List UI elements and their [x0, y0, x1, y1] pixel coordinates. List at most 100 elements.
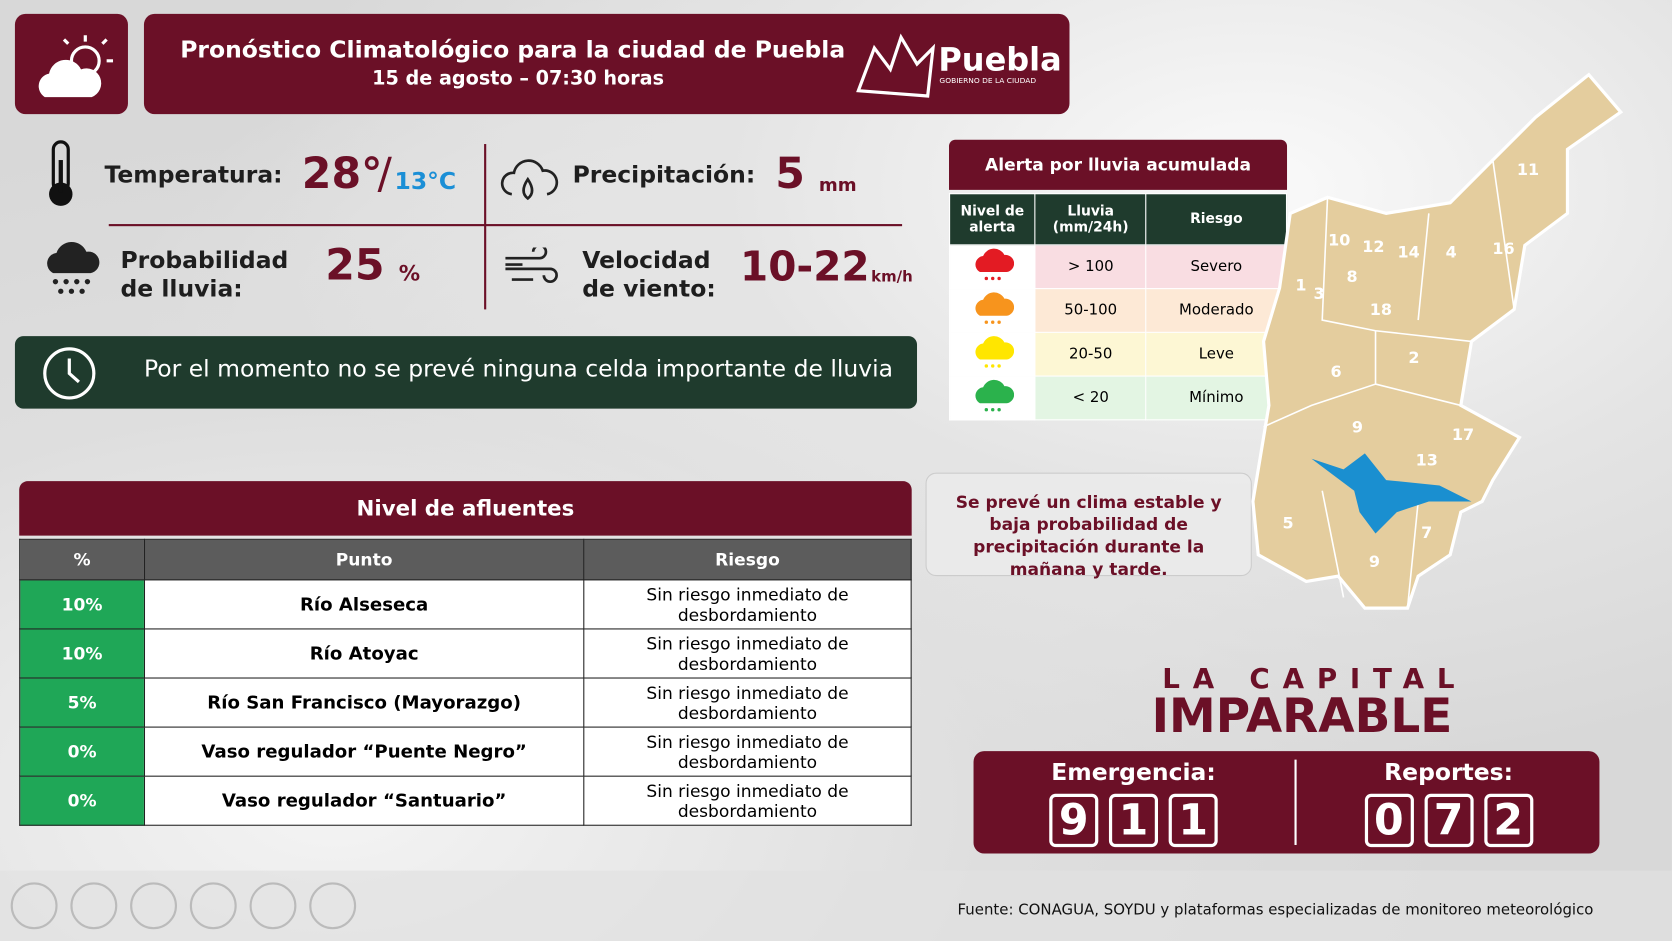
afluentes-table: % Punto Riesgo 10% Río Alseseca Sin riesgo in…	[19, 538, 912, 826]
wind-value: 10-22	[740, 243, 870, 291]
wind-label-2: de viento:	[582, 276, 716, 303]
wind-label-1: Velocidad	[582, 247, 711, 275]
digit: 9	[1049, 793, 1099, 848]
reports-label: Reportes:	[1384, 759, 1514, 787]
digit: 0	[1364, 793, 1414, 848]
afluente-cell: 0%	[19, 726, 145, 777]
weather-icon-box	[14, 13, 128, 115]
map-label: 1	[1295, 275, 1306, 294]
afluente-cell: Sin riesgo inmediato de desbordamiento	[583, 628, 912, 679]
afluente-cell: 5%	[19, 677, 145, 728]
alert-icon-cell	[949, 331, 1036, 377]
map-label: 4	[1446, 242, 1457, 261]
temp-max: 28°	[301, 149, 383, 199]
prob-label-1: Probabilidad	[120, 247, 289, 275]
prev-button[interactable]	[10, 882, 58, 930]
alert-row: < 20 Mínimo	[949, 375, 1288, 421]
prob-label: Probabilidad de lluvia:	[120, 246, 288, 304]
map-label: 16	[1492, 239, 1514, 258]
next-button[interactable]	[70, 882, 118, 930]
alert-cell: 20-50	[1034, 331, 1147, 377]
brand-line-1: LA CAPITAL	[1162, 663, 1468, 696]
afluente-cell: Sin riesgo inmediato de desbordamiento	[583, 775, 912, 826]
alert-cell: < 20	[1034, 375, 1147, 421]
afluente-cell: 10%	[19, 579, 145, 630]
afluente-cell: Sin riesgo inmediato de desbordamiento	[583, 677, 912, 728]
header-row: Nivel de alerta Lluvia (mm/24h) Riesgo	[949, 193, 1288, 246]
alert-title: Alerta por lluvia acumulada	[949, 139, 1288, 190]
afluente-cell: 10%	[19, 628, 145, 679]
map-label: 2	[1408, 348, 1419, 367]
cloud-icon	[975, 248, 1014, 281]
cloud-icon	[975, 379, 1014, 412]
header-cell: Riesgo	[583, 538, 912, 581]
divider	[1294, 759, 1297, 845]
digit: 7	[1424, 793, 1474, 848]
emergency-label: Emergencia:	[1051, 759, 1216, 787]
alert-icon-cell	[949, 288, 1036, 333]
alert-row: > 100 Severo	[949, 244, 1288, 290]
clock-icon	[43, 347, 96, 400]
temp-label: Temperatura:	[104, 162, 283, 189]
afluente-row: 0% Vaso regulador “Santuario” Sin riesgo i…	[19, 775, 912, 826]
notice-text: Por el momento no se prevé ninguna celda…	[143, 356, 894, 384]
message-box: Se prevé un clima estable y baja probabi…	[925, 472, 1252, 579]
prob-label-2: de lluvia:	[120, 276, 243, 303]
wind-icon	[505, 247, 558, 283]
afluente-cell: Vaso regulador “Santuario”	[143, 775, 585, 826]
alert-icon-cell	[949, 375, 1036, 421]
header: Pronóstico Climatológico para la ciudad …	[143, 13, 1070, 115]
header-row: % Punto Riesgo	[19, 538, 912, 581]
precip-icon	[500, 159, 559, 201]
source: Fuente: CONAGUA, SOYDU y plataformas esp…	[957, 901, 1594, 919]
afluente-cell: 0%	[19, 775, 145, 826]
precip-value: 5	[775, 149, 805, 199]
map-label: 14	[1397, 242, 1419, 261]
map-label: 10	[1328, 231, 1350, 250]
afluentes-title: Nivel de afluentes	[19, 481, 912, 536]
header-cell: Punto	[143, 538, 585, 581]
logo-mark	[856, 33, 936, 98]
more-button[interactable]	[309, 882, 357, 930]
alert-icon-cell	[949, 244, 1036, 290]
brand-line-2: IMPARABLE	[1151, 689, 1453, 744]
temp-sep: /	[377, 149, 392, 199]
digit: 1	[1168, 793, 1218, 848]
afluente-cell: Río Atoyac	[143, 628, 585, 679]
alert-row: 50-100 Moderado	[949, 288, 1288, 333]
digit: 2	[1483, 793, 1533, 848]
map: 11 10 12 14 4 16 1 3 8 18 2 6 9 17 13 5 7 9	[1251, 72, 1624, 610]
header-cell: %	[19, 538, 145, 581]
logo-sub: GOBIERNO DE LA CIUDAD	[939, 76, 1037, 86]
map-label: 8	[1347, 267, 1358, 286]
alert-cell: Moderado	[1145, 288, 1288, 333]
prob-value: 25	[325, 241, 385, 291]
title: Pronóstico Climatológico para la ciudad …	[180, 37, 846, 65]
precip-unit: mm	[818, 174, 857, 197]
afluente-cell: Vaso regulador “Puente Negro”	[143, 726, 585, 777]
sun-cloud-icon	[38, 35, 114, 98]
thermometer-icon	[49, 140, 73, 206]
header-cell: Riesgo	[1145, 193, 1288, 246]
afluente-cell: Sin riesgo inmediato de desbordamiento	[583, 579, 912, 630]
notice: Por el momento no se prevé ninguna celda…	[14, 336, 918, 409]
digit: 1	[1108, 793, 1159, 848]
map-label: 6	[1331, 362, 1342, 381]
header-cell: Lluvia (mm/24h)	[1034, 193, 1147, 246]
pen-button[interactable]	[130, 882, 178, 930]
alert-cell: Mínimo	[1145, 375, 1288, 421]
alert-cell: 50-100	[1034, 288, 1147, 333]
slides-button[interactable]	[189, 882, 237, 930]
cloud-icon	[975, 292, 1014, 324]
afluente-cell: Río Alseseca	[143, 579, 585, 630]
rain-icon	[47, 242, 100, 294]
map-label: 12	[1362, 237, 1384, 256]
zoom-button[interactable]	[249, 882, 297, 930]
afluente-cell: Río San Francisco (Mayorazgo)	[143, 677, 585, 728]
alert-cell: Severo	[1145, 244, 1288, 290]
subtitle: 15 de agosto – 07:30 horas	[372, 67, 665, 90]
